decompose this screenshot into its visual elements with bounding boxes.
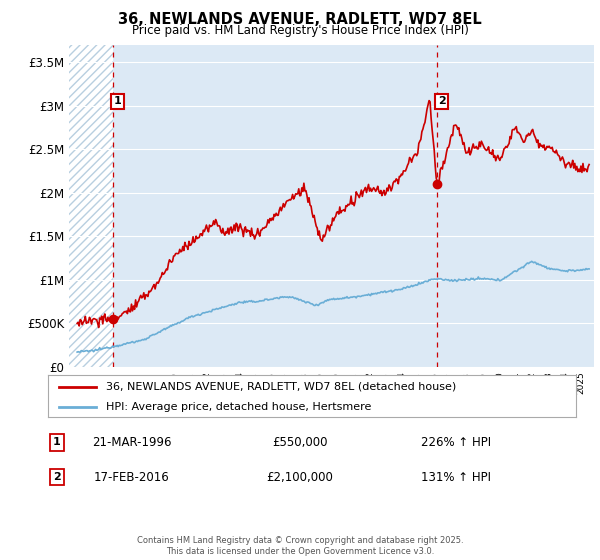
Text: 2: 2 [53, 472, 61, 482]
Text: 1: 1 [53, 437, 61, 447]
Text: Price paid vs. HM Land Registry's House Price Index (HPI): Price paid vs. HM Land Registry's House … [131, 24, 469, 36]
Text: 1: 1 [114, 96, 122, 106]
Text: 2: 2 [437, 96, 445, 106]
Text: £2,100,000: £2,100,000 [266, 470, 334, 484]
Text: 21-MAR-1996: 21-MAR-1996 [92, 436, 172, 449]
Text: 36, NEWLANDS AVENUE, RADLETT, WD7 8EL (detached house): 36, NEWLANDS AVENUE, RADLETT, WD7 8EL (d… [106, 382, 457, 392]
Text: HPI: Average price, detached house, Hertsmere: HPI: Average price, detached house, Hert… [106, 402, 371, 412]
Text: 131% ↑ HPI: 131% ↑ HPI [421, 470, 491, 484]
Text: Contains HM Land Registry data © Crown copyright and database right 2025.
This d: Contains HM Land Registry data © Crown c… [137, 536, 463, 556]
Text: 36, NEWLANDS AVENUE, RADLETT, WD7 8EL: 36, NEWLANDS AVENUE, RADLETT, WD7 8EL [118, 12, 482, 27]
Text: 17-FEB-2016: 17-FEB-2016 [94, 470, 170, 484]
Bar [69, 45, 113, 367]
Text: £550,000: £550,000 [272, 436, 328, 449]
Text: 226% ↑ HPI: 226% ↑ HPI [421, 436, 491, 449]
